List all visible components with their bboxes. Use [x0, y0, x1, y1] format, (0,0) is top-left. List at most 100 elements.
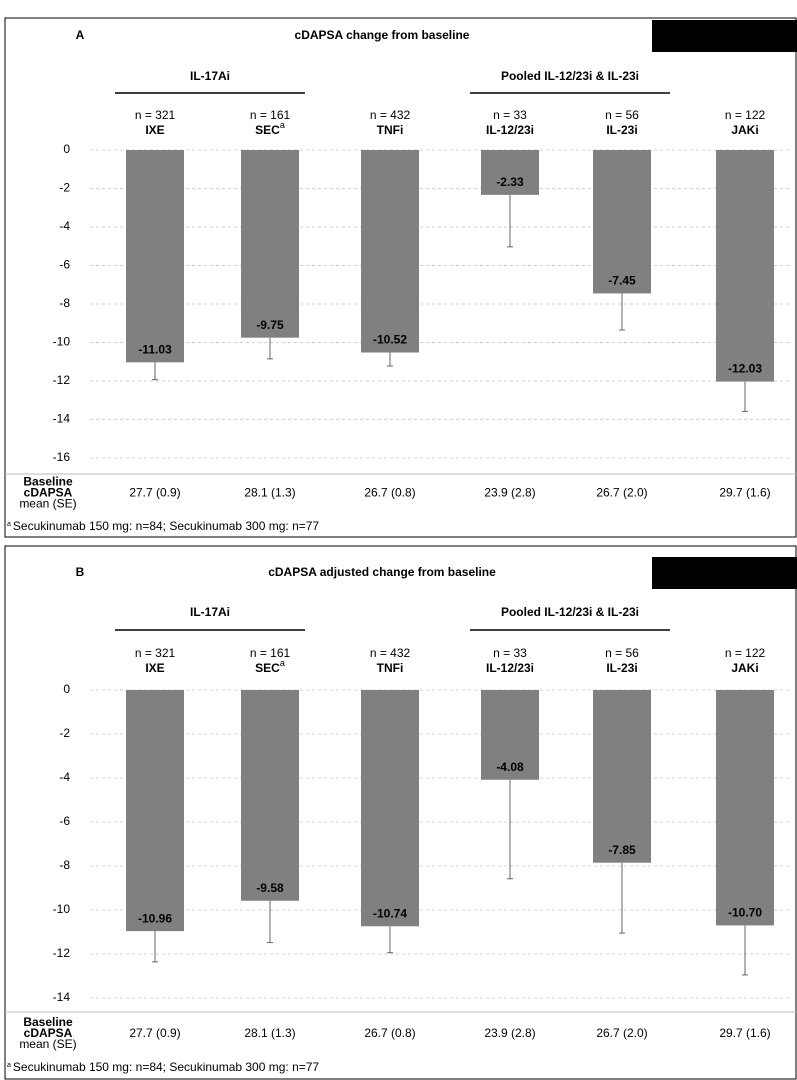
value-label: -10.52: [373, 333, 407, 347]
badge-box: [652, 20, 797, 52]
y-tick-label: -8: [59, 858, 70, 872]
baseline-value: 26.7 (2.0): [596, 1026, 647, 1040]
baseline-value: 26.7 (0.8): [364, 486, 415, 500]
bar: [241, 150, 299, 338]
bar: [126, 150, 184, 363]
category-label: JAKi: [731, 661, 758, 675]
y-tick-label: -6: [59, 258, 70, 272]
bar: [126, 690, 184, 932]
n-label: n = 56: [605, 108, 639, 122]
panel-label: B: [76, 565, 85, 579]
n-label: n = 56: [605, 646, 639, 660]
category-name: TNFi: [377, 661, 404, 675]
baseline-value: 28.1 (1.3): [244, 486, 295, 500]
footnote-marker: a: [7, 1062, 11, 1069]
baseline-header: Baseline: [23, 475, 73, 489]
value-label: -9.58: [256, 881, 284, 895]
footnote: a Secukinumab 150 mg: n=84; Secukinumab 3…: [7, 1060, 319, 1074]
bar: [481, 150, 539, 195]
category-label: IL-12/23i: [486, 123, 534, 137]
n-label: n = 321: [135, 108, 176, 122]
baseline-value: 23.9 (2.8): [484, 1026, 535, 1040]
panel-label: A: [76, 28, 85, 42]
y-tick-label: -2: [59, 726, 70, 740]
baseline-value: 29.7 (1.6): [719, 486, 770, 500]
category-name: JAKi: [731, 123, 758, 137]
n-label: n = 432: [370, 646, 411, 660]
baseline-value: 27.7 (0.9): [129, 1026, 180, 1040]
value-label: -10.70: [728, 906, 762, 920]
footnote-marker: a: [280, 658, 285, 668]
y-tick-label: -4: [59, 770, 70, 784]
value-label: -2.33: [496, 175, 524, 189]
baseline-header: Baseline: [23, 1015, 73, 1029]
category-label: IL-23i: [606, 661, 637, 675]
badge-box: [652, 557, 797, 589]
bar: [361, 150, 419, 353]
bar: [361, 690, 419, 927]
baseline-header: cDAPSA: [24, 486, 73, 500]
bar: [241, 690, 299, 901]
y-tick-label: -14: [53, 412, 71, 426]
category-label: IL-23i: [606, 123, 637, 137]
n-label: n = 33: [493, 108, 527, 122]
baseline-value: 27.7 (0.9): [129, 486, 180, 500]
footnote: a Secukinumab 150 mg: n=84; Secukinumab 3…: [7, 519, 319, 533]
value-label: -12.03: [728, 362, 762, 376]
group-label: Pooled IL-12/23i & IL-23i: [501, 605, 639, 619]
y-tick-label: -10: [53, 335, 71, 349]
y-tick-label: 0: [63, 142, 70, 156]
category-label: TNFi: [377, 661, 404, 675]
chart-title: cDAPSA change from baseline: [295, 28, 470, 42]
group-label: IL-17Ai: [190, 605, 230, 619]
footnote-text: Secukinumab 150 mg: n=84; Secukinumab 30…: [13, 519, 320, 533]
n-label: n = 122: [725, 108, 766, 122]
badge: ON-LABEL: [693, 565, 755, 579]
n-label: n = 33: [493, 646, 527, 660]
baseline-header: mean (SE): [19, 497, 76, 511]
category-name: IL-12/23i: [486, 123, 534, 137]
y-tick-label: -6: [59, 814, 70, 828]
category-name: SEC: [255, 661, 280, 675]
baseline-value: 28.1 (1.3): [244, 1026, 295, 1040]
y-tick-label: -10: [53, 902, 71, 916]
baseline-value: 26.7 (0.8): [364, 1026, 415, 1040]
n-label: n = 161: [250, 108, 291, 122]
category-name: IXE: [145, 123, 164, 137]
baseline-value: 26.7 (2.0): [596, 486, 647, 500]
category-name: SEC: [255, 123, 280, 137]
category-label: IXE: [145, 661, 164, 675]
category-label: IXE: [145, 123, 164, 137]
badge: ON-LABEL: [693, 28, 755, 42]
value-label: -4.08: [496, 760, 524, 774]
category-name: IL-23i: [606, 661, 637, 675]
y-tick-label: -16: [53, 450, 71, 464]
y-tick-label: -12: [53, 946, 71, 960]
bar: [716, 150, 774, 382]
n-label: n = 321: [135, 646, 176, 660]
value-label: -7.45: [608, 274, 636, 288]
y-tick-label: -8: [59, 296, 70, 310]
n-label: n = 161: [250, 646, 291, 660]
baseline-value: 29.7 (1.6): [719, 1026, 770, 1040]
baseline-value: 23.9 (2.8): [484, 486, 535, 500]
n-label: n = 122: [725, 646, 766, 660]
footnote-marker: a: [7, 521, 11, 528]
y-tick-label: -2: [59, 181, 70, 195]
group-label: IL-17Ai: [190, 69, 230, 83]
value-label: -11.03: [138, 342, 172, 356]
category-name: JAKi: [731, 661, 758, 675]
value-label: -10.74: [373, 906, 407, 920]
bar: [593, 150, 651, 294]
footnote-marker: a: [280, 120, 285, 130]
value-label: -9.75: [256, 318, 284, 332]
panel-border: [4, 545, 797, 1080]
category-name: IL-23i: [606, 123, 637, 137]
chart-title: cDAPSA adjusted change from baseline: [268, 565, 496, 579]
category-label: SECa: [255, 120, 285, 137]
value-label: -7.85: [608, 843, 636, 857]
group-label: Pooled IL-12/23i & IL-23i: [501, 69, 639, 83]
category-label: JAKi: [731, 123, 758, 137]
value-label: -10.96: [138, 911, 172, 925]
